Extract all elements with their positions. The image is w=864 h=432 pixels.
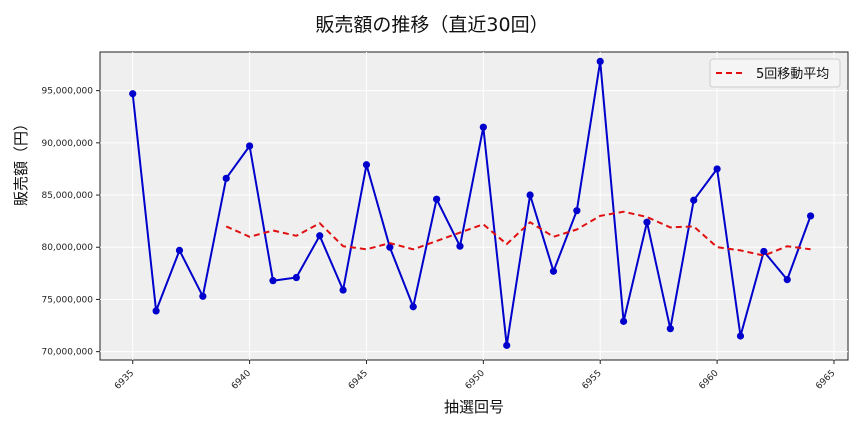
data-point [292, 273, 300, 282]
x-tick-label: 6955 [580, 368, 603, 391]
data-point [433, 195, 441, 203]
data-point [386, 243, 394, 251]
x-tick-label: 6945 [347, 368, 370, 391]
y-tick-label: 70,000,000 [41, 348, 93, 358]
data-point [362, 161, 371, 169]
y-axis: 70,000,000 75,000,000 80,000,000 85,000,000… [41, 87, 100, 358]
data-point [596, 57, 604, 65]
data-point [269, 277, 277, 285]
plot-area [99, 51, 849, 361]
x-axis-label: 抽選回号 [443, 398, 504, 416]
grid-lines [100, 52, 848, 360]
data-point [549, 267, 558, 275]
data-point [479, 123, 487, 131]
x-axis: 6935 6940 6945 6950 6955 6960 6965 [113, 360, 838, 392]
y-tick-label: 90,000,000 [41, 139, 93, 149]
x-tick-label: 6965 [814, 368, 837, 391]
data-point [573, 207, 581, 215]
chart-title: 販売額の推移（直近30回） [315, 14, 549, 36]
x-tick-label: 6935 [113, 368, 136, 391]
data-point [152, 307, 160, 315]
y-tick-label: 95,000,000 [41, 87, 93, 97]
x-tick-label: 6950 [464, 368, 487, 391]
x-tick-label: 6940 [230, 368, 253, 391]
data-point [713, 165, 721, 173]
y-tick-label: 80,000,000 [41, 243, 93, 253]
data-point [666, 325, 674, 333]
moving-average-line [225, 210, 811, 257]
data-point [620, 317, 628, 325]
sales-line [131, 60, 812, 347]
data-point [316, 232, 324, 240]
data-point [246, 142, 254, 150]
data-point [129, 90, 137, 98]
data-point [456, 242, 464, 250]
data-point [783, 276, 791, 284]
y-tick-label: 85,000,000 [41, 191, 93, 201]
data-point [409, 303, 417, 311]
data-point [199, 292, 207, 300]
data-point [760, 247, 768, 256]
data-point [526, 191, 534, 199]
data-point [807, 212, 815, 220]
data-point [339, 286, 347, 294]
data-point [222, 174, 230, 182]
legend-label: 5回移動平均 [756, 67, 829, 82]
data-point [643, 218, 651, 226]
data-point [503, 341, 511, 349]
data-series [129, 57, 815, 349]
data-point [736, 332, 745, 340]
y-tick-label: 75,000,000 [41, 295, 93, 305]
legend: 5回移動平均 [709, 58, 841, 88]
data-point [175, 246, 184, 254]
data-point [690, 196, 698, 204]
x-tick-label: 6960 [697, 368, 720, 391]
